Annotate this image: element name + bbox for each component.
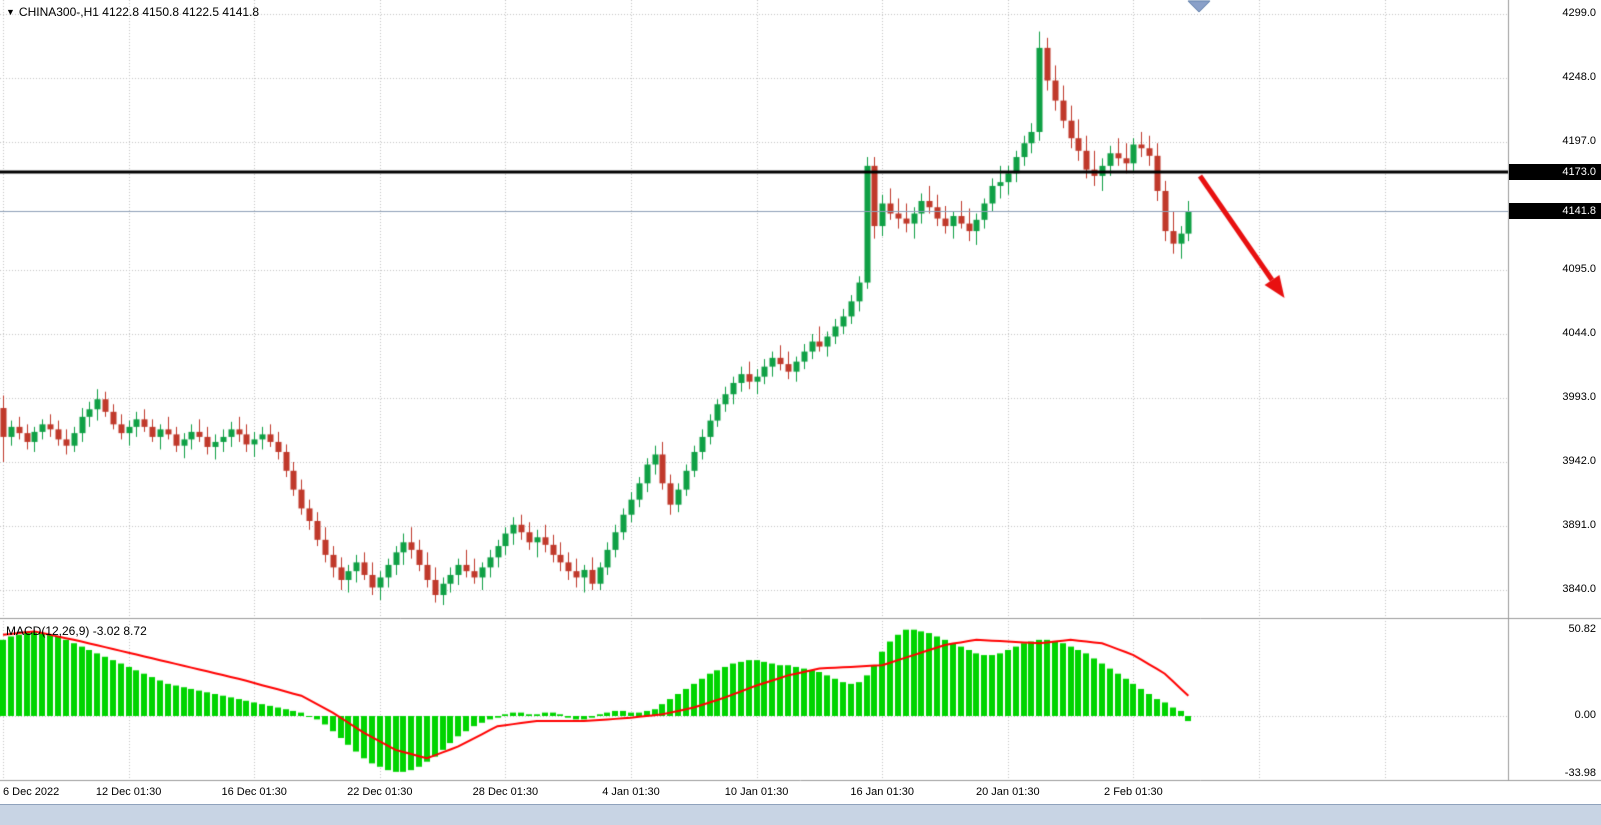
macd-axis-label: -33.98	[1564, 766, 1596, 779]
macd-axis[interactable]: 50.82 0.00 -33.98	[1509, 619, 1601, 780]
price-axis-label: 4095.0	[1562, 263, 1596, 275]
time-axis-label: 22 Dec 01:30	[347, 786, 413, 798]
time-axis-label: 16 Jan 01:30	[850, 786, 914, 798]
price-axis-label: 4299.0	[1562, 7, 1596, 19]
macd-axis-label: 0.00	[1574, 709, 1596, 721]
time-axis-label: 6 Dec 2022	[3, 786, 60, 798]
symbol-ohlc-label: CHINA300-,H1 4122.8 4150.8 4122.5 4141.8	[18, 5, 260, 19]
bid-price-tag: 4141.8	[1509, 203, 1601, 220]
hline-price-tag: 4173.0	[1509, 164, 1601, 181]
time-axis-label: 28 Dec 01:30	[472, 786, 539, 798]
price-axis-label: 3891.0	[1562, 519, 1596, 531]
time-axis-label: 10 Jan 01:30	[724, 786, 789, 798]
time-axis-label: 20 Jan 01:30	[975, 786, 1040, 798]
macd-indicator-label: MACD(12,26,9) -3.02 8.72	[6, 624, 147, 638]
price-axis-label: 3942.0	[1562, 455, 1596, 467]
symbol-dropdown-icon[interactable]: ▼	[6, 7, 15, 17]
price-axis-label: 3993.0	[1562, 391, 1596, 403]
time-axis[interactable]: 6 Dec 2022 12 Dec 01:30 16 Dec 01:30 22 Dec…	[0, 781, 1601, 804]
price-axis-label: 4044.0	[1562, 327, 1596, 339]
time-axis-label: 16 Dec 01:30	[221, 786, 287, 798]
time-axis-label: 12 Dec 01:30	[95, 786, 162, 798]
macd-axis-label: 50.82	[1568, 623, 1596, 635]
time-axis-label: 2 Feb 01:30	[1104, 786, 1163, 798]
time-axis-label: 4 Jan 01:30	[602, 786, 660, 798]
price-axis-label: 4248.0	[1562, 71, 1596, 83]
price-axis-label: 4197.0	[1562, 135, 1596, 147]
price-axis-label: 3840.0	[1562, 583, 1596, 595]
chart-title-bar: ▼ CHINA300-,H1 4122.8 4150.8 4122.5 4141…	[6, 5, 259, 19]
price-axis[interactable]: 4299.0 4248.0 4197.0 4095.0 4044.0 3993.0 3942…	[1509, 0, 1601, 618]
horizontal-scrollbar[interactable]	[0, 804, 1601, 825]
